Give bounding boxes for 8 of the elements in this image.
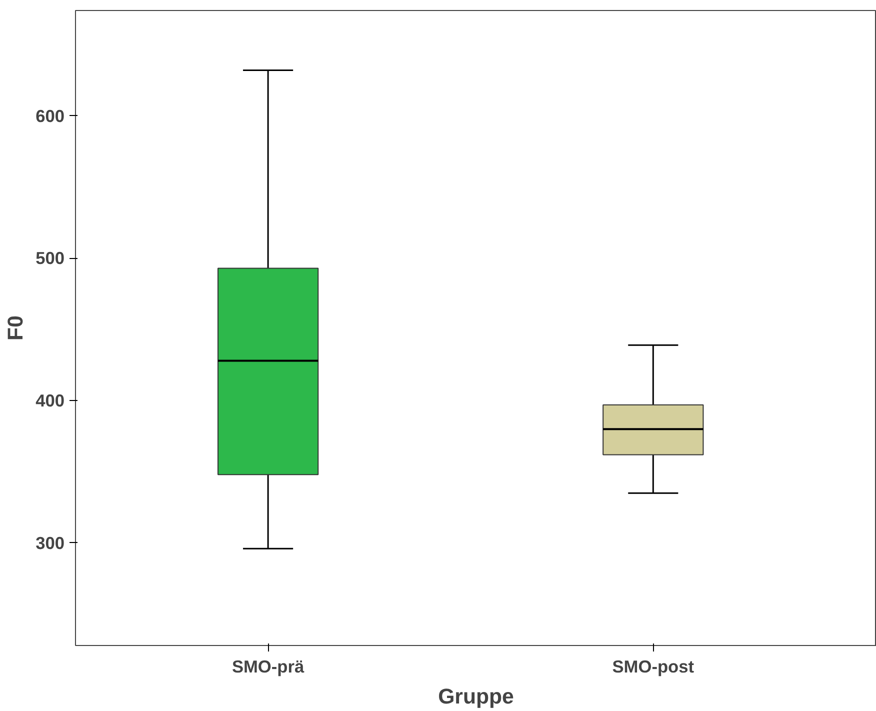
- y-tick-label: 400: [36, 390, 65, 411]
- x-tick-label: SMO-post: [612, 656, 694, 676]
- x-tick-label: SMO-prä: [232, 656, 305, 676]
- y-axis-title: F0: [4, 316, 28, 340]
- y-tick-label: 300: [36, 532, 65, 553]
- y-tick-label: 600: [36, 106, 65, 126]
- x-axis-title: Gruppe: [438, 684, 514, 708]
- y-tick-label: 500: [36, 248, 65, 268]
